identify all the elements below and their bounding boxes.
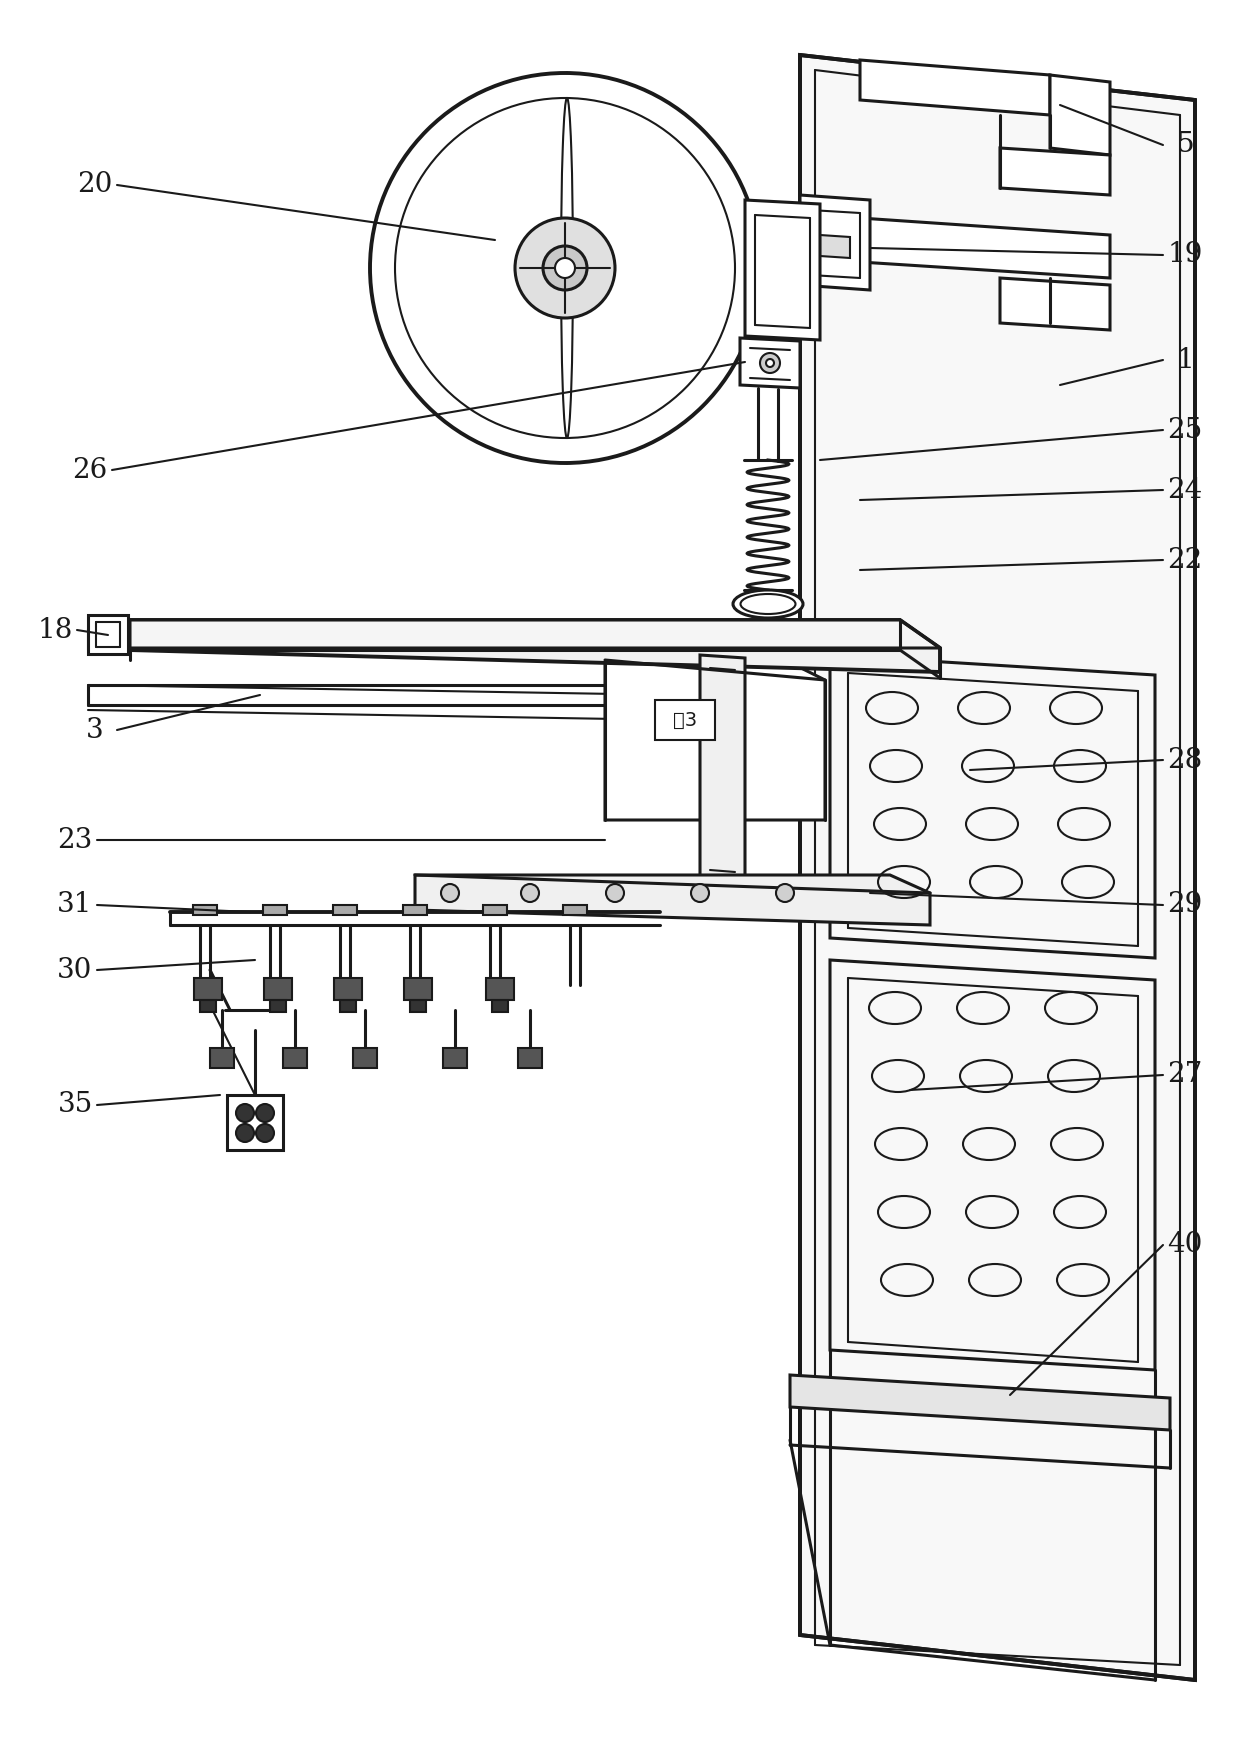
Circle shape bbox=[521, 884, 539, 901]
Text: 26: 26 bbox=[72, 457, 108, 483]
Circle shape bbox=[255, 1124, 274, 1141]
Text: 3: 3 bbox=[87, 716, 104, 743]
Text: 27: 27 bbox=[1167, 1062, 1203, 1088]
Text: 22: 22 bbox=[1167, 547, 1203, 573]
Text: 20: 20 bbox=[77, 171, 113, 199]
Polygon shape bbox=[655, 700, 715, 741]
Polygon shape bbox=[861, 219, 1110, 279]
Polygon shape bbox=[563, 905, 587, 916]
Polygon shape bbox=[88, 630, 128, 647]
Circle shape bbox=[691, 884, 709, 901]
Polygon shape bbox=[200, 1000, 216, 1013]
Text: 24: 24 bbox=[1167, 476, 1203, 503]
Polygon shape bbox=[88, 616, 128, 654]
Text: 18: 18 bbox=[37, 616, 73, 644]
Polygon shape bbox=[443, 1048, 467, 1067]
Circle shape bbox=[543, 245, 587, 289]
Polygon shape bbox=[999, 279, 1110, 330]
Polygon shape bbox=[800, 196, 870, 289]
Polygon shape bbox=[800, 55, 1195, 1679]
Polygon shape bbox=[353, 1048, 377, 1067]
Polygon shape bbox=[130, 619, 940, 647]
Polygon shape bbox=[1050, 76, 1110, 155]
Circle shape bbox=[515, 219, 615, 318]
Text: 1: 1 bbox=[1176, 346, 1194, 374]
Polygon shape bbox=[263, 905, 286, 916]
Text: 23: 23 bbox=[57, 827, 93, 854]
Text: 35: 35 bbox=[57, 1092, 93, 1118]
Polygon shape bbox=[605, 660, 825, 820]
Polygon shape bbox=[193, 905, 217, 916]
Polygon shape bbox=[486, 977, 515, 1000]
Polygon shape bbox=[740, 339, 800, 388]
Polygon shape bbox=[830, 960, 1154, 1371]
Polygon shape bbox=[403, 905, 427, 916]
Text: 31: 31 bbox=[57, 891, 93, 919]
Circle shape bbox=[370, 72, 760, 462]
Polygon shape bbox=[484, 905, 507, 916]
Polygon shape bbox=[334, 905, 357, 916]
Polygon shape bbox=[861, 60, 1050, 115]
Circle shape bbox=[776, 884, 794, 901]
Polygon shape bbox=[264, 977, 291, 1000]
Polygon shape bbox=[790, 1374, 1171, 1431]
Polygon shape bbox=[999, 148, 1110, 196]
Ellipse shape bbox=[560, 99, 573, 437]
Polygon shape bbox=[210, 1048, 234, 1067]
Text: 图3: 图3 bbox=[673, 711, 697, 730]
Polygon shape bbox=[518, 1048, 542, 1067]
Text: 25: 25 bbox=[1167, 416, 1203, 443]
Polygon shape bbox=[404, 977, 432, 1000]
Circle shape bbox=[236, 1124, 254, 1141]
Text: 5: 5 bbox=[1177, 132, 1194, 159]
Polygon shape bbox=[492, 1000, 508, 1013]
Text: 19: 19 bbox=[1167, 242, 1203, 268]
Circle shape bbox=[606, 884, 624, 901]
Text: 28: 28 bbox=[1167, 746, 1203, 773]
Polygon shape bbox=[270, 1000, 286, 1013]
Polygon shape bbox=[130, 619, 940, 672]
Polygon shape bbox=[820, 235, 849, 258]
Polygon shape bbox=[830, 654, 1154, 958]
Polygon shape bbox=[701, 654, 745, 882]
Polygon shape bbox=[227, 1095, 283, 1150]
Polygon shape bbox=[283, 1048, 308, 1067]
Polygon shape bbox=[745, 199, 820, 340]
Circle shape bbox=[236, 1104, 254, 1122]
Circle shape bbox=[766, 360, 774, 367]
Polygon shape bbox=[340, 1000, 356, 1013]
Ellipse shape bbox=[733, 589, 804, 617]
Polygon shape bbox=[334, 977, 362, 1000]
Text: 40: 40 bbox=[1167, 1231, 1203, 1258]
Circle shape bbox=[255, 1104, 274, 1122]
Polygon shape bbox=[193, 977, 222, 1000]
Text: 30: 30 bbox=[57, 956, 93, 984]
Circle shape bbox=[760, 353, 780, 372]
Ellipse shape bbox=[553, 72, 582, 462]
Circle shape bbox=[441, 884, 459, 901]
Circle shape bbox=[556, 258, 575, 279]
Text: 29: 29 bbox=[1167, 891, 1203, 919]
Polygon shape bbox=[410, 1000, 427, 1013]
Polygon shape bbox=[415, 875, 930, 924]
